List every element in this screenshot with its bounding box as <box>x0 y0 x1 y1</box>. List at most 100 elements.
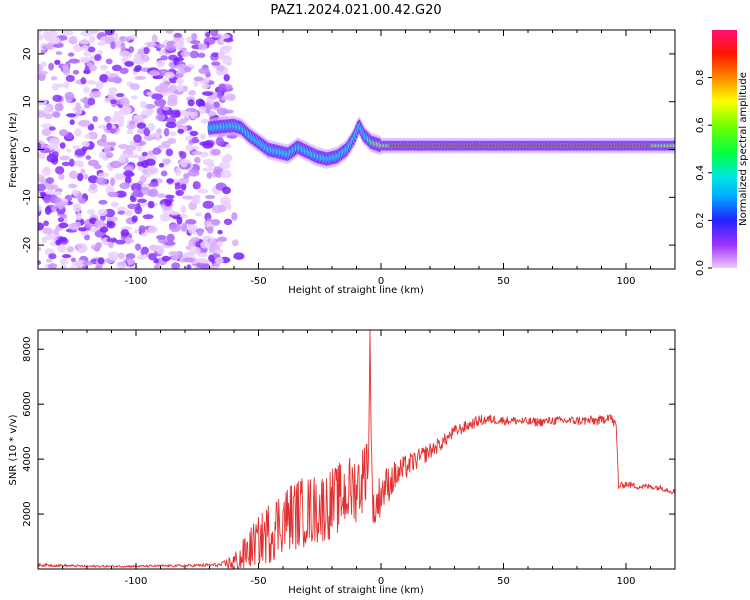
noise-blob <box>82 261 94 266</box>
noise-blob <box>108 256 119 261</box>
noise-blob <box>129 83 140 91</box>
noise-blob <box>57 217 65 223</box>
noise-blob <box>75 212 82 221</box>
noise-blob <box>136 122 147 129</box>
noise-blob <box>196 257 206 263</box>
noise-blob <box>57 244 67 253</box>
snr-xtick-label: 0 <box>378 576 384 587</box>
noise-blob <box>188 90 196 96</box>
noise-blob <box>118 143 129 150</box>
noise-blob <box>38 204 42 212</box>
noise-blob <box>48 137 61 147</box>
noise-blob <box>214 257 224 265</box>
noise-blob <box>220 169 232 179</box>
noise-blob <box>137 254 146 260</box>
noise-blob <box>38 183 47 192</box>
noise-blob <box>75 243 88 251</box>
noise-blob <box>77 197 86 203</box>
noise-blob <box>38 98 48 106</box>
noise-blob <box>194 212 202 217</box>
spectrogram-xtick-label: -50 <box>250 276 266 287</box>
noise-blob <box>72 69 80 75</box>
noise-blob <box>201 83 210 90</box>
noise-blob <box>206 226 214 234</box>
noise-blob <box>141 151 148 157</box>
noise-blob <box>220 34 231 39</box>
noise-blob <box>219 45 231 54</box>
noise-blob <box>131 215 138 223</box>
noise-blob <box>74 259 87 267</box>
noise-blob <box>54 188 63 193</box>
noise-blob <box>197 188 209 194</box>
colorbar: 0.0 0.2 0.4 0.6 0.8 Normalized spectral ampl… <box>695 30 749 276</box>
noise-blob <box>136 143 143 152</box>
noise-blob <box>204 195 216 200</box>
noise-blob <box>199 133 206 140</box>
noise-blob <box>160 55 168 61</box>
noise-blob <box>109 177 116 187</box>
noise-blob <box>104 30 115 36</box>
noise-blob <box>198 67 211 75</box>
noise-blob <box>143 127 151 137</box>
noise-blob <box>122 105 132 114</box>
noise-blob <box>119 67 129 74</box>
noise-blob <box>98 172 110 178</box>
noise-blob <box>155 43 166 49</box>
noise-blob <box>40 123 53 129</box>
noise-blob <box>130 95 138 100</box>
noise-blob <box>208 254 215 263</box>
noise-blob <box>123 170 134 178</box>
noise-blob <box>174 167 182 177</box>
noise-blob <box>72 145 80 150</box>
noise-blob <box>184 136 191 141</box>
spectrogram-ytick-label: 0 <box>22 146 33 152</box>
snr-ytick-label: 6000 <box>22 391 33 416</box>
noise-blob <box>135 59 145 66</box>
noise-blob <box>167 99 178 107</box>
noise-blob <box>97 208 108 217</box>
spectrogram-ytick-label: 10 <box>22 95 33 108</box>
noise-blob <box>96 41 107 47</box>
noise-blob <box>38 33 44 41</box>
noise-blob <box>158 162 165 168</box>
noise-blob <box>227 93 236 101</box>
noise-blob <box>61 161 71 167</box>
noise-blob <box>187 99 195 107</box>
snr-plot-area <box>38 330 675 569</box>
noise-blob <box>42 30 51 40</box>
noise-blob <box>73 203 82 213</box>
noise-blob <box>154 98 167 107</box>
noise-blob <box>48 253 57 260</box>
noise-blob <box>97 49 103 56</box>
noise-blob <box>44 234 55 240</box>
noise-blob <box>106 77 119 83</box>
noise-blob <box>202 200 215 209</box>
noise-blob <box>61 30 74 36</box>
noise-blob <box>119 50 131 58</box>
noise-blob <box>224 153 233 162</box>
noise-blob <box>197 252 208 258</box>
noise-blob <box>211 52 220 58</box>
noise-blob <box>186 36 192 43</box>
noise-blob <box>98 140 109 147</box>
noise-blob <box>48 62 55 71</box>
noise-blob <box>43 106 51 114</box>
noise-blob <box>45 184 57 191</box>
snr-xtick-label: -100 <box>125 576 148 587</box>
noise-blob <box>130 182 142 192</box>
colorbar-tick-label: 0.4 <box>695 165 706 181</box>
noise-blob <box>82 96 89 105</box>
noise-blob <box>142 214 154 220</box>
noise-blob <box>53 228 60 236</box>
noise-blob <box>95 177 108 185</box>
noise-blob <box>66 113 77 118</box>
noise-blob <box>45 177 55 184</box>
noise-blob <box>169 223 182 233</box>
noise-blob <box>193 76 204 82</box>
noise-blob <box>181 222 188 232</box>
noise-blob <box>61 254 72 259</box>
snr-ylabel: SNR (10 * v/v) <box>8 414 19 485</box>
noise-blob <box>51 151 59 159</box>
snr-xtick-label: 50 <box>497 576 510 587</box>
